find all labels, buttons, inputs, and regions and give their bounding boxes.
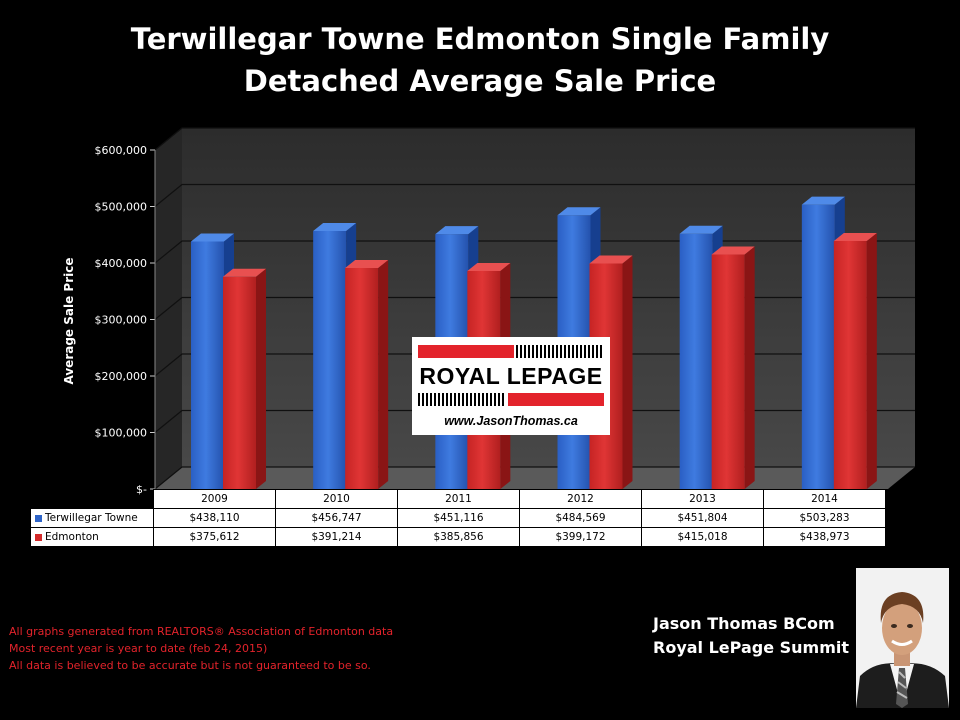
gridline <box>154 409 915 433</box>
logo-barcode-top <box>516 345 604 358</box>
bar-front <box>345 267 379 489</box>
legend-swatch-blue-icon <box>35 514 42 522</box>
bar-side <box>622 255 633 489</box>
bar-front <box>191 241 224 489</box>
category-label-2009: 2009 <box>153 489 276 509</box>
bar-side <box>866 232 877 489</box>
chart-title-line-1: Terwillegar Towne Edmonton Single Family <box>130 22 830 56</box>
y-tick-label: $500,000 <box>95 201 148 214</box>
table-row-edmonton: Edmonton $375,612 $391,214 $385,856 $399… <box>30 527 886 547</box>
bar-side <box>744 246 755 489</box>
bar-front <box>711 254 745 489</box>
bar-front <box>313 230 347 490</box>
bar-top <box>467 262 511 271</box>
data-label: $385,856 <box>397 527 520 547</box>
data-table: 2009 2010 2011 2012 2013 2014 Terwillega… <box>30 489 886 547</box>
royal-lepage-logo: ROYAL LEPAGE www.JasonThomas.ca <box>412 337 610 435</box>
bar-front <box>679 233 713 489</box>
agent-company: Royal LePage Summit <box>653 638 849 657</box>
data-label: $484,569 <box>519 508 642 528</box>
bar-top <box>589 255 633 264</box>
data-label: $456,747 <box>275 508 398 528</box>
y-tick-label: $100,000 <box>95 427 148 440</box>
disclaimer-line-1: All graphs generated from REALTORS® Asso… <box>9 625 394 638</box>
bar-top <box>223 268 266 277</box>
disclaimer-line-3: All data is believed to be accurate but … <box>9 659 371 672</box>
bar-side <box>256 268 266 489</box>
data-label: $451,804 <box>641 508 764 528</box>
floor <box>155 467 915 489</box>
bar-top <box>345 259 389 268</box>
gridline <box>154 466 915 490</box>
bar-top <box>679 225 723 234</box>
agent-portrait-icon <box>856 568 949 708</box>
agent-name: Jason Thomas BCom <box>653 614 835 633</box>
bar-top <box>313 222 357 231</box>
bar-front <box>801 204 835 489</box>
table-row-terwillegar: Terwillegar Towne $438,110 $456,747 $451… <box>30 508 886 528</box>
logo-red-bar-top-left <box>418 345 514 358</box>
category-label-2011: 2011 <box>397 489 520 509</box>
legend-entry-edmonton: Edmonton <box>30 527 154 547</box>
y-tick-label: $200,000 <box>95 370 148 383</box>
table-header-row: 2009 2010 2011 2012 2013 2014 <box>31 489 886 509</box>
bar-edmonton-2009 <box>223 268 266 489</box>
logo-barcode-bottom <box>418 393 506 406</box>
website-url: www.JasonThomas.ca <box>444 414 578 428</box>
bar-front <box>223 276 256 489</box>
bar-edmonton-2013 <box>711 246 755 489</box>
bar-top <box>801 196 845 205</box>
disclaimer-line-2: Most recent year is year to date (feb 24… <box>9 642 268 655</box>
chart-title-line-2: Detached Average Sale Price <box>243 64 717 98</box>
bar-top <box>557 207 601 216</box>
bar-top <box>833 232 877 241</box>
gridlines <box>150 127 915 490</box>
y-tick-label: $300,000 <box>95 314 148 327</box>
bar-side <box>378 259 389 489</box>
category-label-2014: 2014 <box>763 489 886 509</box>
y-tick-label: $400,000 <box>95 257 148 270</box>
y-axis-label: Average Sale Price <box>62 258 76 385</box>
legend-label-terwillegar: Terwillegar Towne <box>45 512 138 524</box>
y-tick-label: $600,000 <box>95 144 148 157</box>
gridline <box>154 353 915 377</box>
bar-edmonton-2010 <box>345 259 389 489</box>
gridline <box>154 240 915 264</box>
category-label-2010: 2010 <box>275 489 398 509</box>
gridline <box>154 127 915 151</box>
logo-red-bar-bottom-right <box>508 393 604 406</box>
y-axis-ticks: $- $100,000 $200,000 $300,000 $400,000 $500,0… <box>95 144 148 496</box>
category-label-2013: 2013 <box>641 489 764 509</box>
bar-edmonton-2014 <box>833 232 877 489</box>
data-label: $375,612 <box>153 527 276 547</box>
chart-title: Terwillegar Towne Edmonton Single Family… <box>0 18 960 102</box>
disclaimer: All graphs generated from REALTORS® Asso… <box>9 623 393 674</box>
data-label: $438,110 <box>153 508 276 528</box>
category-label-2012: 2012 <box>519 489 642 509</box>
y-tick-label: $- <box>136 483 147 496</box>
table-corner <box>31 490 154 509</box>
bar-top <box>435 226 479 235</box>
bar-top <box>711 246 755 255</box>
legend-entry-terwillegar: Terwillegar Towne <box>30 508 154 528</box>
data-label: $415,018 <box>641 527 764 547</box>
logo-wordmark: ROYAL LEPAGE <box>419 363 603 389</box>
gridline <box>154 183 915 207</box>
bar-front <box>833 240 867 489</box>
data-label: $399,172 <box>519 527 642 547</box>
data-label: $451,116 <box>397 508 520 528</box>
bar-top <box>191 233 234 242</box>
data-label: $503,283 <box>763 508 886 528</box>
legend-label-edmonton: Edmonton <box>45 531 99 543</box>
gridline <box>154 296 915 320</box>
agent-signature: Jason Thomas BCom Royal LePage Summit <box>653 612 849 660</box>
data-label: $438,973 <box>763 527 886 547</box>
legend-swatch-red-icon <box>35 533 42 541</box>
data-label: $391,214 <box>275 527 398 547</box>
